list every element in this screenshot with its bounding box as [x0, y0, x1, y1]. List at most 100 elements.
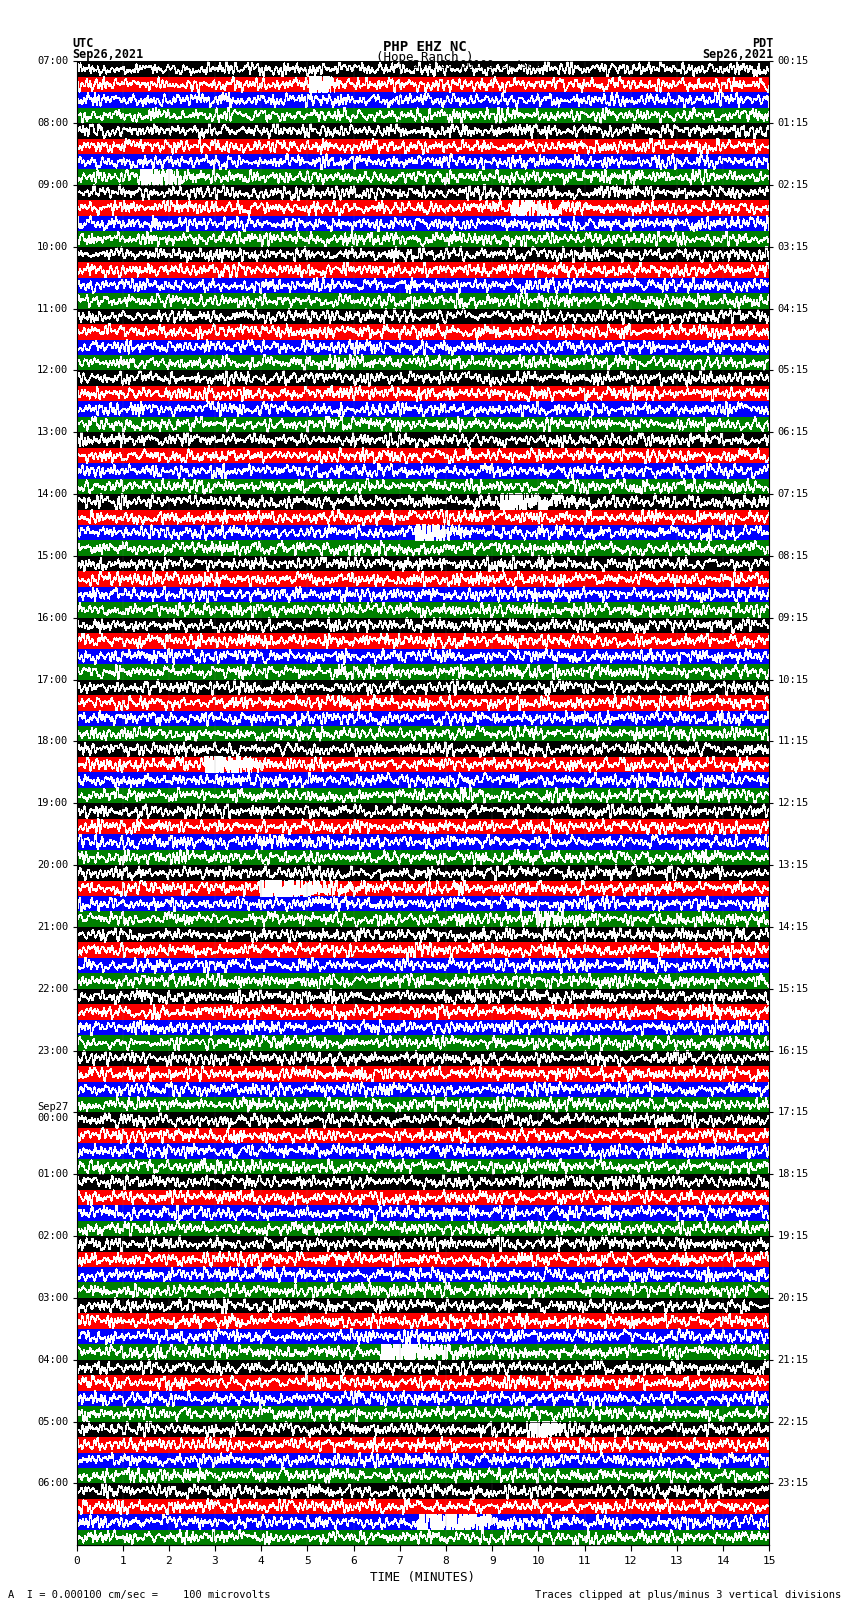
- Bar: [76, 402, 769, 416]
- Bar: [76, 927, 769, 942]
- Bar: [76, 1066, 769, 1082]
- Bar: [76, 803, 769, 819]
- Bar: [76, 1221, 769, 1236]
- Bar: [76, 432, 769, 448]
- Bar: [76, 1036, 769, 1050]
- Bar: [76, 1282, 769, 1298]
- Bar: [76, 742, 769, 756]
- Bar: [76, 294, 769, 308]
- Text: Sep26,2021: Sep26,2021: [72, 48, 144, 61]
- Bar: [76, 1313, 769, 1329]
- Bar: [76, 1097, 769, 1113]
- Bar: [76, 973, 769, 989]
- Bar: [76, 850, 769, 865]
- Bar: [76, 634, 769, 648]
- Bar: [76, 1236, 769, 1252]
- Bar: [76, 386, 769, 402]
- Bar: [76, 1005, 769, 1019]
- Text: Sep26,2021: Sep26,2021: [702, 48, 774, 61]
- Bar: [76, 277, 769, 294]
- Bar: [76, 773, 769, 787]
- Bar: [76, 897, 769, 911]
- Bar: [76, 1268, 769, 1282]
- Text: (Hope Ranch ): (Hope Ranch ): [377, 50, 473, 65]
- Bar: [76, 371, 769, 386]
- Bar: [76, 989, 769, 1005]
- Bar: [76, 169, 769, 185]
- Bar: [76, 665, 769, 679]
- Bar: [76, 881, 769, 897]
- Bar: [76, 1437, 769, 1452]
- Bar: [76, 61, 769, 77]
- Bar: [76, 1174, 769, 1190]
- Bar: [76, 1298, 769, 1313]
- Bar: [76, 355, 769, 371]
- Bar: [76, 618, 769, 634]
- Bar: [76, 185, 769, 200]
- Bar: [76, 1515, 769, 1529]
- X-axis label: TIME (MINUTES): TIME (MINUTES): [371, 1571, 475, 1584]
- Bar: [76, 1050, 769, 1066]
- Bar: [76, 679, 769, 695]
- Text: Traces clipped at plus/minus 3 vertical divisions: Traces clipped at plus/minus 3 vertical …: [536, 1590, 842, 1600]
- Bar: [76, 1468, 769, 1484]
- Bar: [76, 540, 769, 556]
- Text: I = 0.000100 cm/sec: I = 0.000100 cm/sec: [406, 60, 541, 71]
- Bar: [76, 263, 769, 277]
- Bar: [76, 571, 769, 587]
- Bar: [76, 819, 769, 834]
- Bar: [76, 123, 769, 139]
- Text: PHP EHZ NC: PHP EHZ NC: [383, 39, 467, 53]
- Bar: [76, 1205, 769, 1221]
- Bar: [76, 695, 769, 711]
- Bar: [76, 416, 769, 432]
- Bar: [76, 1407, 769, 1421]
- Bar: [76, 556, 769, 571]
- Bar: [76, 1082, 769, 1097]
- Bar: [76, 479, 769, 494]
- Bar: [76, 587, 769, 602]
- Bar: [76, 958, 769, 973]
- Bar: [76, 787, 769, 803]
- Text: PDT: PDT: [752, 37, 774, 50]
- Bar: [76, 911, 769, 927]
- Bar: [76, 308, 769, 324]
- Bar: [76, 1144, 769, 1158]
- Bar: [76, 1452, 769, 1468]
- Bar: [76, 340, 769, 355]
- Bar: [76, 510, 769, 526]
- Bar: [76, 247, 769, 263]
- Bar: [76, 1252, 769, 1268]
- Bar: [76, 865, 769, 881]
- Bar: [76, 1390, 769, 1407]
- Bar: [76, 448, 769, 463]
- Bar: [76, 1113, 769, 1127]
- Bar: [76, 1329, 769, 1344]
- Bar: [76, 92, 769, 108]
- Bar: [76, 1127, 769, 1144]
- Bar: [76, 1498, 769, 1515]
- Bar: [76, 139, 769, 155]
- Bar: [76, 1190, 769, 1205]
- Bar: [76, 108, 769, 123]
- Bar: [76, 200, 769, 216]
- Bar: [76, 726, 769, 742]
- Bar: [76, 231, 769, 247]
- Bar: [76, 711, 769, 726]
- Bar: [76, 1158, 769, 1174]
- Bar: [76, 602, 769, 618]
- Bar: [76, 648, 769, 665]
- Text: A  I = 0.000100 cm/sec =    100 microvolts: A I = 0.000100 cm/sec = 100 microvolts: [8, 1590, 271, 1600]
- Bar: [76, 526, 769, 540]
- Bar: [76, 494, 769, 510]
- Bar: [76, 216, 769, 231]
- Bar: [76, 324, 769, 340]
- Bar: [76, 942, 769, 958]
- Bar: [76, 1529, 769, 1545]
- Bar: [76, 1376, 769, 1390]
- Bar: [76, 1019, 769, 1036]
- Text: UTC: UTC: [72, 37, 94, 50]
- Bar: [76, 463, 769, 479]
- Bar: [76, 1344, 769, 1360]
- Bar: [76, 1360, 769, 1376]
